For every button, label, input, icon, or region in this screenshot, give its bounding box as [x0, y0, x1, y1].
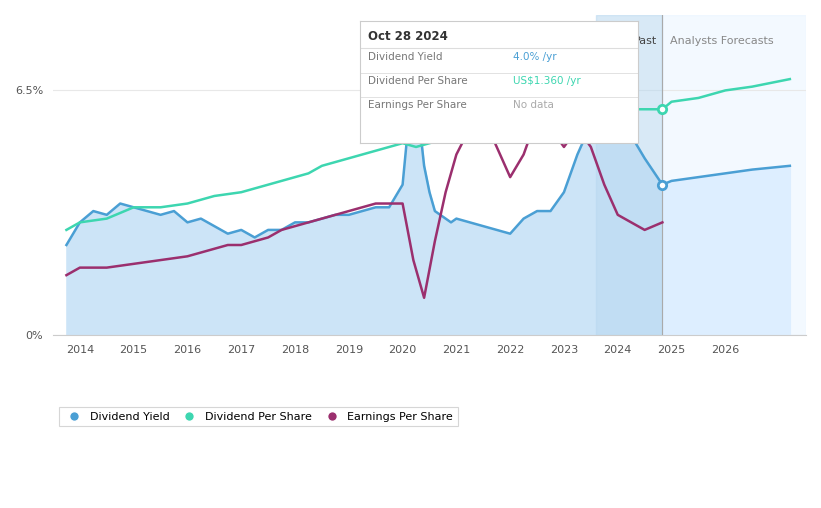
Bar [596, 15, 663, 335]
Text: Past: Past [634, 36, 657, 46]
Text: Analysts Forecasts: Analysts Forecasts [671, 36, 774, 46]
Legend: Dividend Yield, Dividend Per Share, Earnings Per Share: Dividend Yield, Dividend Per Share, Earn… [58, 407, 457, 426]
Bar [663, 15, 806, 335]
